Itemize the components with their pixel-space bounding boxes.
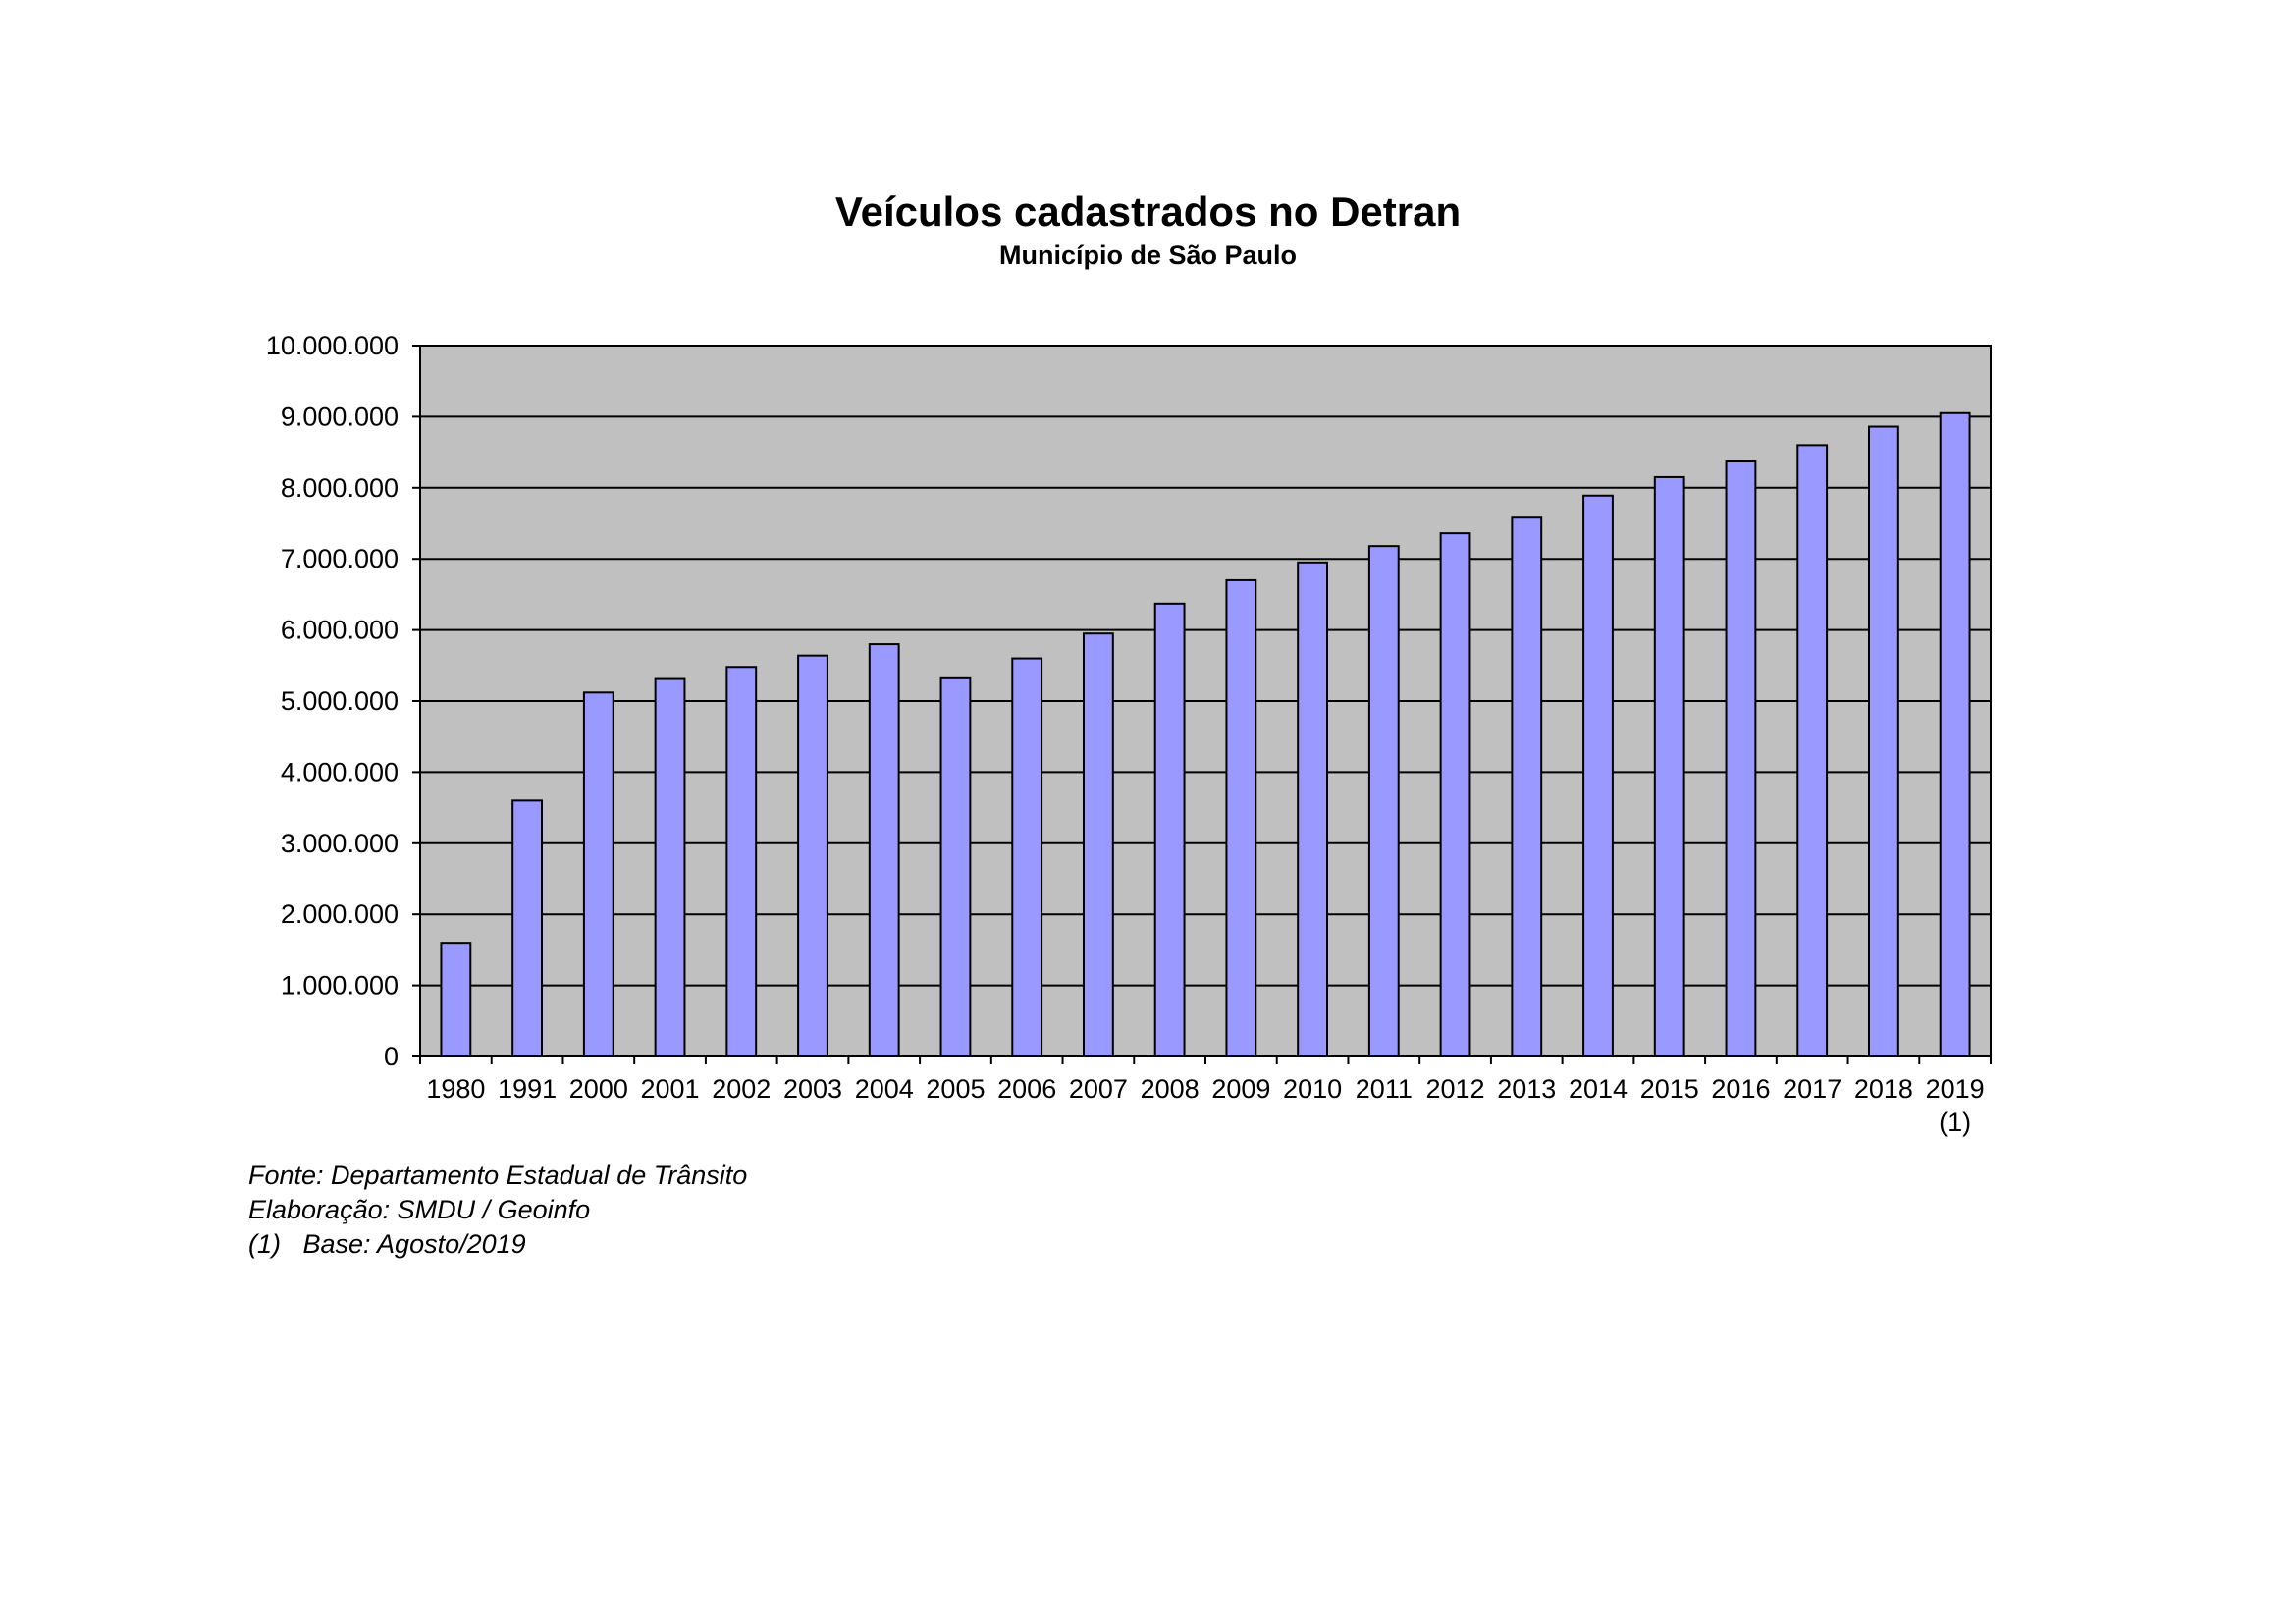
x-tick-label: 2005 xyxy=(926,1074,985,1104)
bar xyxy=(868,643,900,1058)
x-tick-label: 2006 xyxy=(997,1074,1056,1104)
x-tick-label: 2009 xyxy=(1211,1074,1270,1104)
bar xyxy=(1939,411,1971,1057)
x-tick-label: 1980 xyxy=(426,1074,485,1104)
bar xyxy=(1439,532,1471,1057)
y-tick-label: 9.000.000 xyxy=(281,402,399,431)
source-note: Fonte: Departamento Estadual de Trânsito xyxy=(248,1161,748,1190)
x-tick-label: 2000 xyxy=(569,1074,628,1104)
bar xyxy=(1367,545,1400,1057)
bar xyxy=(654,677,686,1058)
y-tick-label: 8.000.000 xyxy=(281,473,399,503)
x-tick-label: 2003 xyxy=(783,1074,842,1104)
y-tick-label: 7.000.000 xyxy=(281,544,399,573)
bar xyxy=(1225,578,1257,1057)
bar xyxy=(1725,460,1757,1057)
bar xyxy=(939,676,972,1057)
bar xyxy=(1868,425,1899,1057)
y-tick-label: 0 xyxy=(384,1042,399,1071)
x-tick-label: 2007 xyxy=(1069,1074,1128,1104)
bar xyxy=(1083,632,1114,1057)
x-tick-label: 2016 xyxy=(1711,1074,1770,1104)
bar xyxy=(1582,494,1614,1058)
x-tick-label: 2014 xyxy=(1569,1074,1628,1104)
y-tick-label: 5.000.000 xyxy=(281,686,399,716)
x-tick-label: 2013 xyxy=(1497,1074,1556,1104)
bar xyxy=(1153,602,1186,1057)
y-tick-label: 4.000.000 xyxy=(281,757,399,786)
bar xyxy=(725,666,758,1057)
bar xyxy=(1653,475,1685,1057)
x-tick-label: 2019 (1) xyxy=(1926,1074,1985,1137)
x-tick-label: 2004 xyxy=(855,1074,914,1104)
x-tick-label: 1991 xyxy=(498,1074,557,1104)
bar xyxy=(797,654,828,1057)
bar xyxy=(1297,561,1328,1057)
y-tick-label: 1.000.000 xyxy=(281,971,399,1001)
y-tick-label: 3.000.000 xyxy=(281,829,399,858)
chart-subtitle: Município de São Paulo xyxy=(998,241,1298,270)
bar xyxy=(1511,516,1543,1057)
y-tick-label: 6.000.000 xyxy=(281,616,399,645)
y-tick-label: 10.000.000 xyxy=(266,331,399,360)
x-tick-label: 2015 xyxy=(1640,1074,1699,1104)
x-tick-label: 2002 xyxy=(712,1074,771,1104)
x-tick-label: 2010 xyxy=(1283,1074,1342,1104)
elaboration-note: Elaboração: SMDU / Geoinfo xyxy=(248,1195,591,1224)
x-tick-label: 2001 xyxy=(641,1074,700,1104)
x-tick-label: 2012 xyxy=(1426,1074,1485,1104)
x-tick-label: 2011 xyxy=(1356,1074,1413,1104)
x-tick-label: 2017 xyxy=(1783,1074,1842,1104)
base-note: (1) Base: Agosto/2019 xyxy=(248,1229,526,1259)
bar xyxy=(511,799,544,1057)
bar xyxy=(1796,444,1829,1057)
x-tick-label: 2018 xyxy=(1854,1074,1913,1104)
chart-title: Veículos cadastrados no Detran xyxy=(834,189,1462,235)
x-tick-label: 2008 xyxy=(1141,1074,1200,1104)
chart-notes: Fonte: Departamento Estadual de Trânsito… xyxy=(248,1159,747,1262)
bar xyxy=(440,942,472,1057)
bar xyxy=(582,691,614,1057)
bar xyxy=(1011,657,1043,1057)
y-tick-label: 2.000.000 xyxy=(281,899,399,929)
